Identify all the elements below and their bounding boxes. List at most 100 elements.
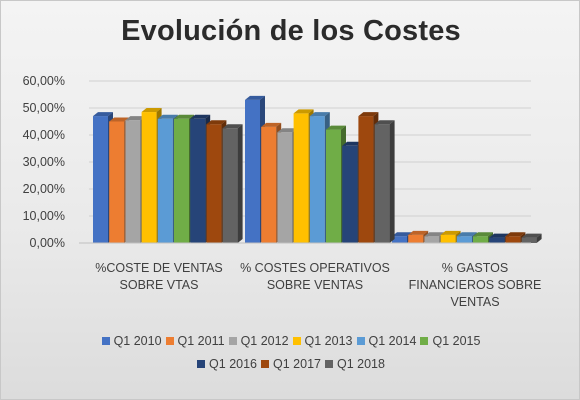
bar-top [424, 232, 445, 237]
bar-top [141, 108, 162, 113]
category-label: % COSTES OPERATIVOS SOBRE VENTAS [240, 261, 390, 292]
bar-top [277, 128, 298, 133]
bar-face [521, 237, 537, 243]
bar-face [456, 236, 472, 243]
category-label-line: FINANCIEROS SOBRE [409, 278, 542, 292]
bar-top [489, 233, 510, 238]
bar-face [424, 236, 440, 243]
bar-top [109, 117, 130, 122]
legend-item: Q1 2013 [292, 334, 353, 348]
bar-top [93, 112, 113, 117]
bar-top [309, 112, 330, 117]
legend-swatch [292, 337, 301, 345]
legend-item: Q1 2011 [165, 334, 225, 348]
legend-item: Q1 2017 [261, 357, 321, 371]
bar-face [245, 99, 260, 244]
bar-face [374, 124, 390, 243]
bar [521, 233, 542, 243]
bar-face [293, 113, 309, 244]
legend-label: Q1 2016 [209, 357, 258, 371]
bar-top [293, 109, 314, 114]
bar-face [489, 237, 505, 243]
bar-face [109, 121, 125, 243]
legend-swatch [420, 337, 429, 345]
legend-swatch [101, 337, 110, 345]
legend-label: Q1 2011 [177, 334, 225, 348]
legend-item: Q1 2018 [324, 357, 385, 371]
category-label-line: % COSTES OPERATIVOS [240, 261, 390, 275]
category-label-line: VENTAS [450, 295, 499, 309]
bars [93, 95, 542, 244]
category-label-line: SOBRE VENTAS [267, 278, 363, 292]
bar-face [141, 112, 157, 243]
y-tick-label: 40,00% [23, 128, 65, 142]
legend: Q1 2010 Q1 2011 Q1 2012 Q1 2013 Q1 2014 Q1 20… [101, 334, 481, 371]
bar-face [125, 120, 141, 243]
legend-item: Q1 2012 [228, 334, 289, 348]
bar-face [440, 234, 456, 243]
bar-top [157, 114, 178, 119]
bar-face [358, 116, 374, 243]
legend-item: Q1 2016 [197, 357, 257, 371]
category-label-line: %COSTE DE VENTAS [95, 261, 223, 275]
bar-top [473, 232, 493, 237]
bar [222, 124, 243, 243]
y-axis-tick-labels: 0,00% 10,00% 20,00% 30,00% 40,00% 50,00% 60,00… [23, 74, 65, 250]
legend-label: Q1 2013 [304, 334, 353, 348]
legend-swatch [261, 360, 270, 368]
bar-face [408, 234, 424, 243]
y-tick-label: 0,00% [30, 236, 65, 250]
y-tick-label: 20,00% [23, 182, 65, 196]
legend-swatch [165, 337, 174, 345]
bar-face [277, 132, 293, 243]
bar-face [505, 236, 521, 243]
bar-top [245, 95, 265, 100]
bar-top [261, 122, 282, 127]
bar-top [222, 124, 243, 129]
chart-title: Evolución de los Costes [121, 15, 461, 47]
plot-area: 0,00% 10,00% 20,00% 30,00% 40,00% 50,00% 60,00… [23, 74, 542, 309]
bar [374, 120, 395, 243]
bar-top [206, 120, 227, 125]
bar-top [408, 230, 429, 235]
bar-face [190, 118, 206, 243]
bar-face [309, 116, 325, 243]
category-label-line: % GASTOS [442, 261, 508, 275]
legend-label: Q1 2015 [432, 334, 481, 348]
legend-label: Q1 2014 [368, 334, 417, 348]
bar-face [206, 124, 222, 243]
bar-top [374, 120, 395, 125]
bar-face [93, 116, 108, 243]
legend-item: Q1 2010 [101, 334, 162, 348]
bar-face [261, 126, 277, 243]
legend-swatch [356, 337, 365, 345]
bar-top [342, 141, 363, 146]
bar-face [157, 118, 173, 243]
legend-item: Q1 2015 [420, 334, 480, 348]
bar-face [326, 129, 341, 243]
bar-side [237, 124, 243, 243]
bar-top [326, 125, 346, 130]
legend-swatch [197, 360, 206, 368]
bar-top [125, 116, 146, 121]
bar-face [392, 236, 407, 243]
category-label: % GASTOS FINANCIEROS SOBRE VENTAS [409, 261, 542, 309]
y-tick-label: 50,00% [23, 101, 65, 115]
legend-label: Q1 2012 [240, 334, 289, 348]
category-label-line: SOBRE VTAS [120, 278, 199, 292]
y-tick-label: 30,00% [23, 155, 65, 169]
bar-top [190, 114, 211, 119]
legend-swatch [228, 337, 237, 345]
bar-face [473, 236, 488, 243]
bar-top [392, 232, 412, 237]
bar-top [505, 232, 526, 237]
bar-face [222, 128, 238, 243]
bar-top [456, 232, 477, 237]
bar-top [440, 230, 461, 235]
legend-label: Q1 2018 [336, 357, 385, 371]
bar-top [358, 112, 379, 117]
bar-face [174, 118, 189, 243]
bar-side [389, 120, 395, 243]
bar-top [174, 114, 194, 119]
